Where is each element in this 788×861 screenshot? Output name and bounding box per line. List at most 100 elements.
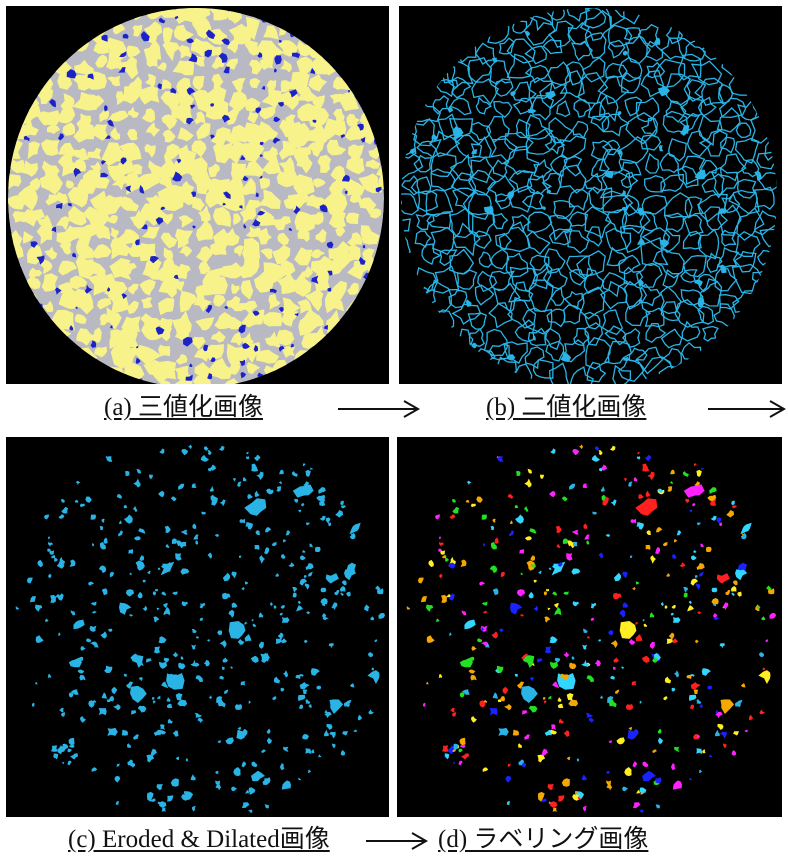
grain <box>104 280 128 297</box>
labeled-particle <box>615 689 620 694</box>
pore-particle <box>35 635 44 643</box>
labeled-particle <box>609 445 616 451</box>
pore-particle <box>283 539 287 543</box>
labeled-particle <box>588 718 595 723</box>
pore-outline <box>584 206 612 239</box>
labeled-particle <box>509 520 513 524</box>
labeled-particle <box>499 628 504 632</box>
pore-particle <box>171 538 177 544</box>
labeled-particle <box>515 470 521 476</box>
pore-particle <box>132 655 144 668</box>
pore-particle <box>54 557 59 562</box>
labeled-particle <box>599 468 603 472</box>
pore-outline <box>590 115 610 133</box>
pore-outline <box>563 304 582 325</box>
labeled-particle <box>510 602 523 615</box>
labeled-particle <box>627 729 636 740</box>
labeled-particle <box>547 607 551 611</box>
pore-particle <box>319 515 326 521</box>
grain <box>249 78 261 89</box>
labeled-particle <box>613 657 619 663</box>
pore-outline <box>474 284 495 306</box>
pore-outline <box>467 57 493 83</box>
pore-particle <box>127 759 133 766</box>
pore <box>218 52 228 63</box>
grain <box>159 174 173 188</box>
labeled-particle <box>630 555 633 558</box>
grain <box>277 272 302 295</box>
pore-outline <box>425 189 454 218</box>
labeled-particle <box>549 490 556 498</box>
labeled-particle <box>692 503 696 507</box>
pore-outline <box>488 302 513 329</box>
pore <box>183 337 193 347</box>
labeled-particle <box>642 761 649 768</box>
grain <box>56 108 76 124</box>
grain <box>8 195 25 210</box>
labeled-particle <box>686 674 692 680</box>
labeled-particle <box>671 763 676 771</box>
pore-particle <box>109 696 114 702</box>
pore-outline <box>622 194 640 217</box>
pore-particle <box>305 469 311 477</box>
grain <box>294 247 313 266</box>
pore-outline <box>508 170 534 194</box>
labeled-particle <box>748 714 753 721</box>
labeled-particle <box>481 627 484 631</box>
grain <box>158 275 179 299</box>
pore-particle <box>156 607 160 611</box>
labeled-particle <box>420 596 427 603</box>
grain <box>198 259 211 275</box>
pore-outline <box>628 347 648 362</box>
pore-particle <box>367 652 373 658</box>
labeled-particle <box>548 696 552 700</box>
pore-particle <box>88 700 95 708</box>
pore-outline <box>662 228 681 254</box>
pore-particle <box>101 518 105 523</box>
pore <box>155 217 164 225</box>
labeled-particle <box>636 789 640 794</box>
pore <box>255 107 262 114</box>
pore <box>69 325 74 331</box>
labeled-particle <box>632 802 641 808</box>
labeled-particle <box>492 588 499 596</box>
pore-particle <box>231 571 237 579</box>
grain <box>259 58 274 71</box>
labeled-particle <box>664 605 668 609</box>
pore-outline <box>585 337 612 370</box>
labeled-particle <box>698 769 703 773</box>
grain <box>94 346 108 358</box>
pore-particle <box>342 731 348 736</box>
labeled-particle <box>652 657 659 663</box>
grain <box>178 45 194 59</box>
labeled-particle <box>622 786 629 792</box>
pore-particle <box>264 547 269 555</box>
pore-outline <box>706 252 723 273</box>
pore-particle <box>183 791 187 795</box>
labeled-particle <box>632 587 636 591</box>
pore-particle <box>375 585 381 591</box>
pore-outline <box>430 168 456 192</box>
pore <box>240 372 247 379</box>
pore <box>278 307 284 312</box>
labeled-particle <box>481 601 488 606</box>
pore-particle <box>60 712 66 717</box>
labeled-particle <box>439 573 443 579</box>
labeled-particle <box>656 527 663 533</box>
pore-outline <box>524 64 550 84</box>
pore-outline <box>448 118 474 144</box>
pore-outline <box>682 255 708 278</box>
pore <box>176 158 182 164</box>
pore-outline <box>548 228 573 246</box>
pore-particle <box>344 569 357 581</box>
pore-outline <box>698 114 723 147</box>
labeled-particle <box>452 499 456 503</box>
grain <box>280 80 290 93</box>
pore-particle <box>181 449 189 456</box>
pore <box>36 255 45 265</box>
grain <box>226 9 242 24</box>
pore <box>136 345 139 349</box>
pore-outline <box>584 322 603 346</box>
labeled-particle <box>685 498 690 503</box>
pore-outline <box>415 213 435 230</box>
